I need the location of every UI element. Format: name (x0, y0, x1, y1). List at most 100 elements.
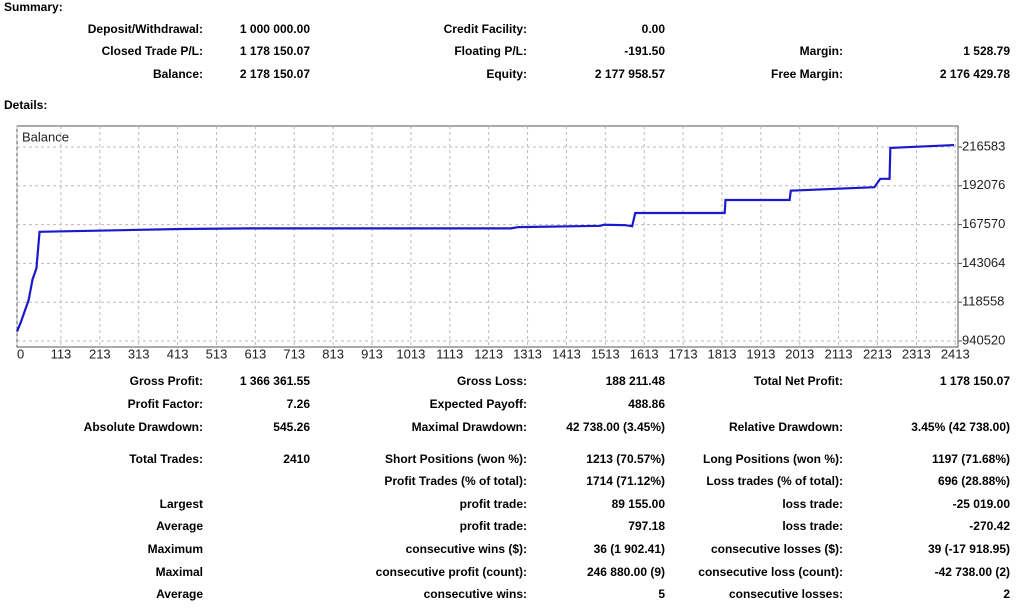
x-tick-label: 213 (89, 346, 111, 361)
x-tick-label: 1013 (396, 346, 425, 361)
field-label: consecutive losses: (729, 587, 843, 601)
x-tick-label: 413 (167, 346, 189, 361)
y-tick-label: 167570 (962, 216, 1005, 231)
field-label: Maximum (148, 542, 203, 556)
x-tick-label: 2413 (941, 346, 970, 361)
x-tick-label: 1313 (513, 346, 542, 361)
field-label: Average (156, 519, 203, 533)
field-value: 1 366 361.55 (240, 374, 310, 388)
field-label: loss trade: (782, 497, 843, 511)
field-value: 0.00 (642, 22, 666, 36)
field-value: 1 528.79 (963, 44, 1010, 58)
field-label: Gross Profit: (130, 374, 203, 388)
x-tick-label: 913 (361, 346, 383, 361)
field-value: 1 178 150.07 (940, 374, 1010, 388)
field-value: -42 738.00 (2) (935, 565, 1010, 579)
field-value: 3.45% (42 738.00) (911, 420, 1010, 434)
field-label: Margin: (800, 44, 843, 58)
field-label: consecutive wins: (424, 587, 527, 601)
x-tick-label: 713 (283, 346, 305, 361)
field-label: Credit Facility: (444, 22, 527, 36)
field-value: 89 155.00 (612, 497, 666, 511)
field-label: profit trade: (460, 497, 527, 511)
field-value: 36 (1 902.41) (594, 542, 665, 556)
field-label: Free Margin: (771, 67, 843, 81)
field-label: Floating P/L: (454, 44, 527, 58)
field-label: Long Positions (won %): (703, 452, 843, 466)
summary-title: Summary: (4, 0, 63, 14)
field-value: 7.26 (287, 397, 311, 411)
field-label: Short Positions (won %): (385, 452, 527, 466)
field-value: -191.50 (624, 44, 665, 58)
field-label: Equity: (486, 67, 527, 81)
x-tick-label: 2213 (863, 346, 892, 361)
field-label: consecutive loss (count): (698, 565, 843, 579)
x-tick-label: 1613 (630, 346, 659, 361)
field-label: Total Net Profit: (754, 374, 843, 388)
field-label: consecutive losses ($): (711, 542, 843, 556)
x-tick-label: 1113 (436, 346, 463, 361)
x-tick-label: 1713 (669, 346, 698, 361)
x-tick-label: 113 (51, 346, 72, 361)
field-value: 2 177 958.57 (595, 67, 665, 81)
field-value: 1197 (71.68%) (932, 452, 1010, 466)
y-tick-label: 192076 (962, 177, 1005, 192)
field-label: Maximal Drawdown: (412, 420, 527, 434)
field-label: consecutive wins ($): (406, 542, 527, 556)
field-value: -270.42 (969, 519, 1010, 533)
x-tick-label: 813 (322, 346, 344, 361)
field-value: 2 176 429.78 (940, 67, 1010, 81)
x-tick-label: 313 (128, 346, 150, 361)
field-value: 42 738.00 (3.45%) (566, 420, 665, 434)
field-value: 2 178 150.07 (240, 67, 310, 81)
field-label: Expected Payoff: (430, 397, 527, 411)
y-tick-label: 118558 (962, 294, 1004, 309)
field-label: Absolute Drawdown: (84, 420, 203, 434)
field-value: 797.18 (628, 519, 665, 533)
field-value: -25 019.00 (953, 497, 1011, 511)
field-label: profit trade: (460, 519, 527, 533)
y-tick-label: 143064 (962, 255, 1005, 270)
field-value: 5 (658, 587, 665, 601)
x-tick-label: 1513 (591, 346, 620, 361)
x-tick-label: 1913 (746, 346, 775, 361)
field-label: loss trade: (782, 519, 843, 533)
field-label: Largest (160, 497, 203, 511)
field-label: Profit Factor: (128, 397, 203, 411)
field-label: Relative Drawdown: (729, 420, 843, 434)
x-tick-label: 513 (206, 346, 228, 361)
field-label: Closed Trade P/L: (102, 44, 203, 58)
field-label: Balance: (153, 67, 203, 81)
field-value: 2 (1003, 587, 1010, 601)
details-title: Details: (4, 98, 47, 112)
chart-frame (16, 125, 959, 348)
field-value: 2410 (283, 452, 310, 466)
field-value: 488.86 (628, 397, 665, 411)
field-value: 1714 (71.12%) (586, 474, 665, 488)
x-tick-label: 613 (245, 346, 267, 361)
field-label: Profit Trades (% of total): (384, 474, 527, 488)
field-value: 1213 (70.57%) (586, 452, 665, 466)
x-tick-label: 2013 (785, 346, 814, 361)
x-tick-label: 1413 (552, 346, 581, 361)
field-value: 246 880.00 (9) (587, 565, 665, 579)
field-label: Maximal (156, 565, 203, 579)
chart-title: Balance (22, 129, 69, 144)
field-value: 1 000 000.00 (240, 22, 310, 36)
x-tick-label: 1213 (474, 346, 503, 361)
field-value: 1 178 150.07 (240, 44, 310, 58)
x-tick-label: 2113 (825, 346, 853, 361)
field-value: 696 (28.88%) (938, 474, 1010, 488)
y-tick-label: 216583 (962, 138, 1005, 153)
balance-line (15, 143, 955, 332)
field-label: consecutive profit (count): (376, 565, 527, 579)
field-label: Loss trades (% of total): (706, 474, 843, 488)
y-tick-label: 940520 (962, 332, 1005, 347)
field-label: Average (156, 587, 203, 601)
x-tick-label: 1813 (708, 346, 737, 361)
field-label: Deposit/Withdrawal: (88, 22, 203, 36)
field-label: Total Trades: (129, 452, 203, 466)
x-tick-label: 2313 (902, 346, 931, 361)
field-value: 39 (-17 918.95) (928, 542, 1010, 556)
